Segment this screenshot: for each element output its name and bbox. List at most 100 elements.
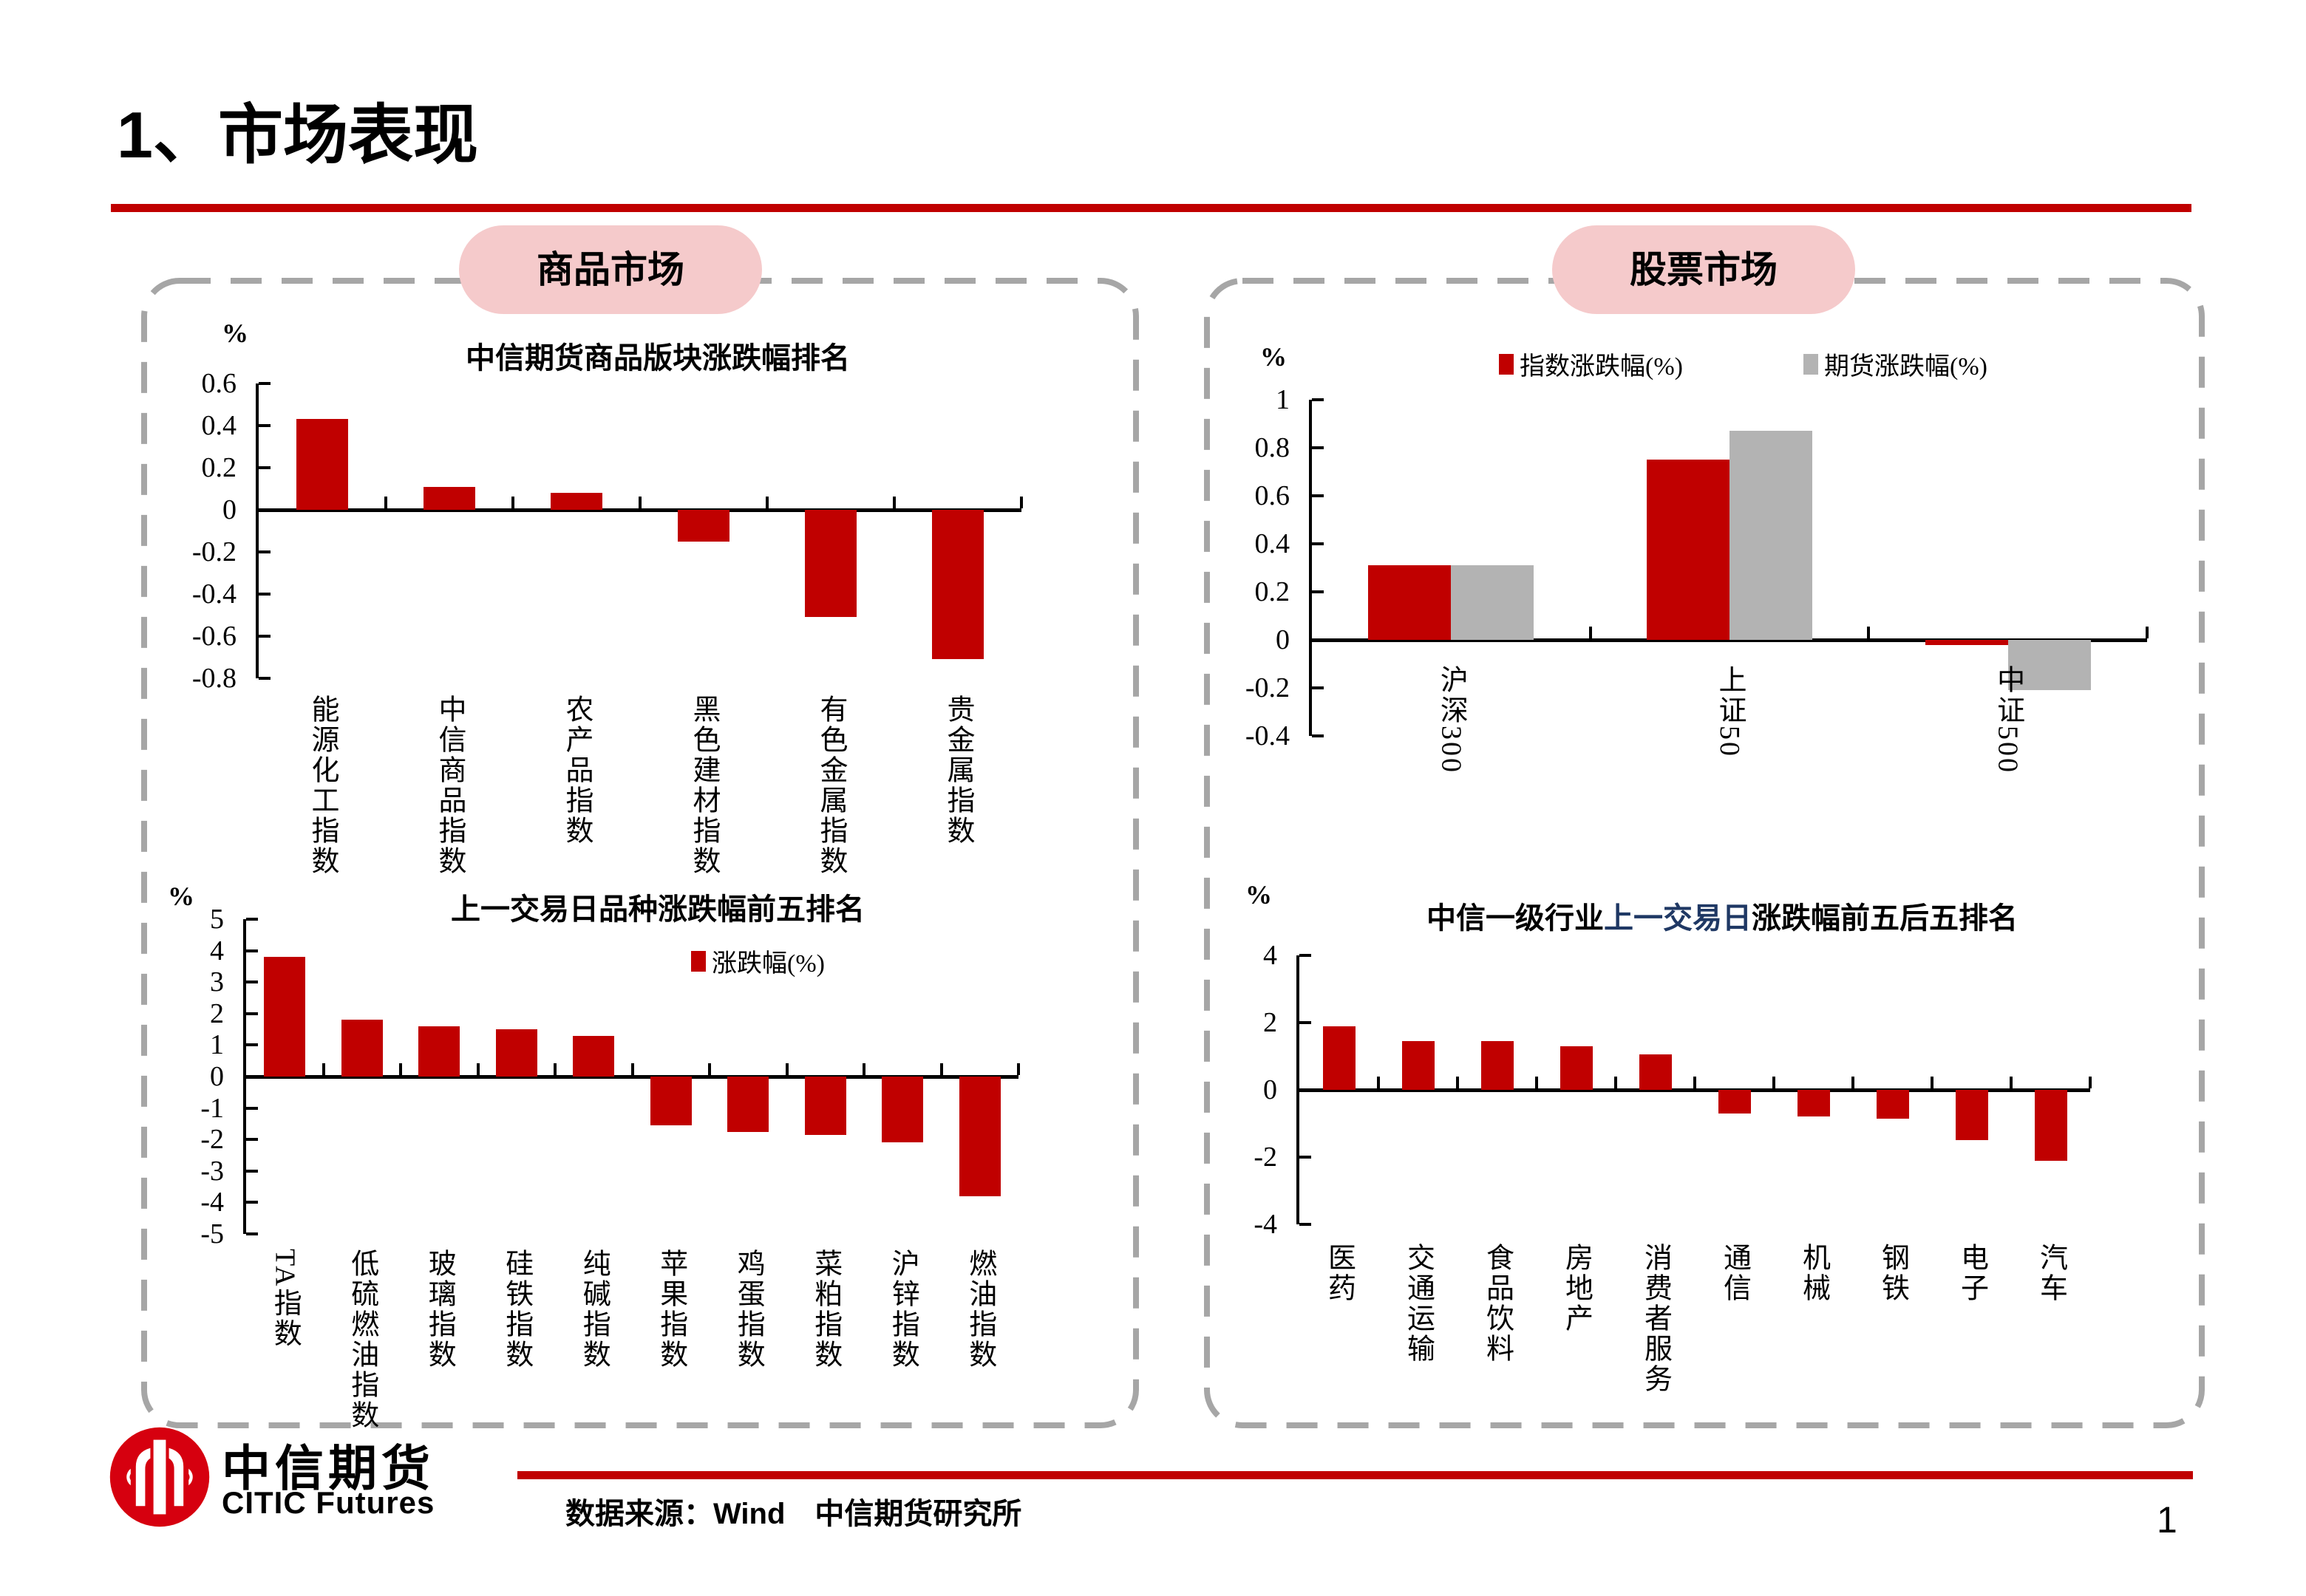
page-title: 1、市场表现	[117, 98, 478, 171]
x-category-label: 农产品指数	[513, 695, 640, 846]
y-tick	[1299, 1021, 1311, 1024]
bar	[1480, 1041, 1514, 1090]
y-tick-label: -5	[200, 1218, 224, 1249]
y-axis-line	[243, 919, 246, 1234]
x-category-label: 汽车	[2011, 1243, 2090, 1303]
x-category-label-text: 食品饮料	[1481, 1243, 1513, 1364]
y-tick	[246, 1106, 258, 1110]
x-category-label: 房地产	[1537, 1243, 1616, 1334]
x-category-label-text: 房地产	[1560, 1243, 1592, 1334]
x-category-label-text: 纯碱指数	[578, 1249, 610, 1370]
x-category-label-text: 贵金属指数	[942, 695, 973, 846]
x-category-label: 有色金属指数	[767, 695, 894, 876]
y-tick	[246, 1201, 258, 1204]
x-tick	[322, 1063, 325, 1075]
x-category-label: 鸡蛋指数	[710, 1249, 787, 1370]
y-axis-line	[1296, 955, 1299, 1224]
y-tick	[246, 918, 258, 921]
x-tick	[893, 497, 896, 508]
legend-swatch	[1499, 353, 1514, 375]
x-tick	[384, 497, 387, 508]
legend-label: 涨跌幅(%)	[712, 950, 825, 978]
x-category-label: 交通运输	[1378, 1243, 1458, 1364]
y-tick-label: 0.2	[1254, 576, 1290, 607]
y-tick-label: -0.8	[191, 663, 237, 694]
x-category-label: 贵金属指数	[894, 695, 1021, 846]
x-category-label: 医药	[1299, 1243, 1378, 1303]
x-category-label: 中信商品指数	[386, 695, 513, 876]
x-tick	[785, 1063, 789, 1075]
y-tick-label: 0	[222, 494, 237, 525]
legend-swatch	[1803, 353, 1818, 375]
x-category-label: 纯碱指数	[555, 1249, 633, 1370]
x-tick	[1020, 497, 1023, 508]
bar	[418, 1026, 460, 1077]
x-tick	[476, 1063, 480, 1075]
y-tick-label: 2	[1263, 1007, 1277, 1038]
x-category-label: 菜粕指数	[787, 1249, 865, 1370]
x-category-label: 电子	[1932, 1243, 2011, 1303]
x-category-label-text: 交通运输	[1402, 1243, 1434, 1364]
y-tick	[259, 635, 271, 638]
zero-axis-line	[246, 1075, 1018, 1079]
x-category-label: 沪深300	[1312, 665, 1591, 774]
x-category-label-text: 硅铁指数	[500, 1249, 532, 1370]
x-category-label-text: 苹果指数	[655, 1249, 687, 1370]
footer-logo-cn-text: 中信期货	[222, 1441, 435, 1496]
bar	[341, 1020, 383, 1077]
x-category-label-text: 低硫燃油指数	[346, 1249, 378, 1430]
x-category-label: 苹果指数	[633, 1249, 710, 1370]
x-category-label: 硅铁指数	[478, 1249, 556, 1370]
x-category-label-text: 鸡蛋指数	[732, 1249, 764, 1370]
y-tick-label: -0.2	[191, 536, 237, 567]
x-category-label-text: 菜粕指数	[809, 1249, 841, 1370]
y-tick-label: 0	[210, 1061, 224, 1092]
x-tick	[1017, 1063, 1020, 1075]
bar	[264, 957, 306, 1077]
axis-unit-label: %	[1245, 880, 1272, 910]
x-category-label: 中证500	[1868, 665, 2147, 774]
bar	[1639, 1054, 1672, 1090]
y-tick	[1299, 1156, 1311, 1159]
x-tick	[1693, 1077, 1696, 1088]
zero-axis-line	[1299, 1088, 2090, 1092]
chart-title: 上一交易日品种涨跌幅前五排名	[451, 893, 865, 926]
y-tick	[246, 949, 258, 952]
y-tick	[259, 382, 271, 385]
legend-swatch	[691, 950, 706, 972]
x-category-label-text: 电子	[1956, 1243, 1987, 1303]
data-source-text: 数据来源：Wind 中信期货研究所	[565, 1498, 1022, 1530]
x-category-label: TA指数	[246, 1249, 324, 1349]
x-tick	[1867, 627, 1871, 638]
y-tick-label: -0.4	[191, 579, 237, 610]
x-category-label: 食品饮料	[1458, 1243, 1537, 1364]
y-tick-label: 0.6	[1254, 480, 1290, 511]
y-tick	[246, 1169, 258, 1173]
legend-label: 指数涨跌幅(%)	[1520, 353, 1683, 381]
y-tick-label: -2	[200, 1124, 224, 1156]
y-tick	[1312, 446, 1324, 449]
x-tick	[630, 1063, 634, 1075]
x-tick	[766, 497, 769, 508]
bar-futures	[2007, 640, 2091, 691]
chart-title-part: 涨跌幅前五后五排名	[1752, 901, 2018, 935]
y-tick	[259, 550, 271, 553]
x-tick	[863, 1063, 865, 1075]
legend-label: 期货涨跌幅(%)	[1824, 353, 1987, 381]
x-tick	[2010, 1077, 2013, 1088]
y-tick	[259, 593, 271, 596]
chart-title-part: 中信一级行业	[1426, 901, 1604, 935]
zero-axis-line	[1312, 638, 2147, 642]
y-tick-label: -4	[200, 1187, 224, 1218]
y-tick-label: 0.6	[201, 368, 237, 399]
y-tick-label: 2	[210, 998, 224, 1029]
x-category-label-text: 能源化工指数	[307, 695, 338, 876]
x-category-label-text: 通信	[1718, 1243, 1750, 1303]
y-tick	[259, 466, 271, 469]
footer-divider-rule	[517, 1471, 2193, 1479]
x-category-label-text: 上证50	[1713, 665, 1745, 758]
x-category-label-text: 沪锌指数	[887, 1249, 919, 1370]
y-axis-line	[1309, 400, 1312, 736]
x-tick	[1377, 1077, 1380, 1088]
